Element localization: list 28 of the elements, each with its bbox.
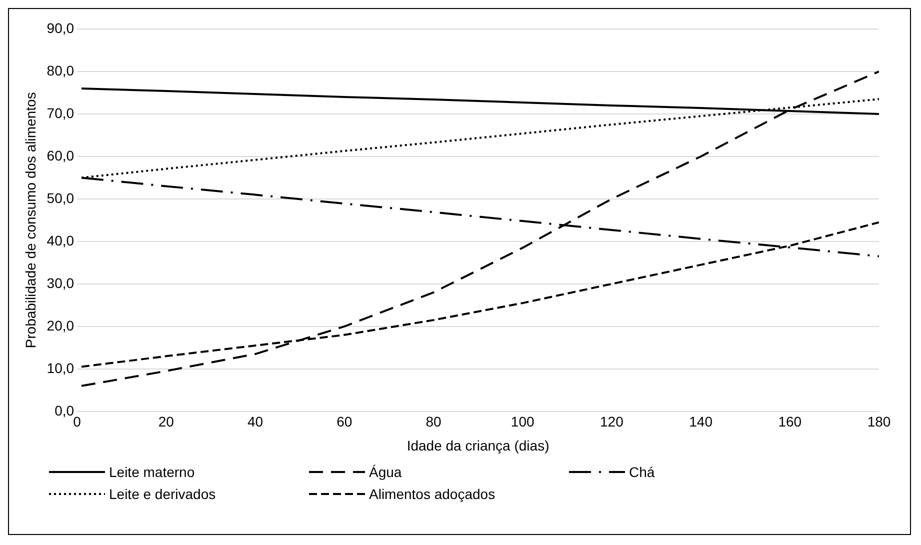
legend-label: Leite materno: [109, 464, 195, 480]
x-tick-label: 160: [778, 414, 802, 430]
y-tick-label: 10,0: [46, 360, 74, 376]
y-tick-label: 80,0: [46, 62, 74, 78]
x-tick-label: 140: [689, 414, 713, 430]
y-tick-label: 40,0: [46, 232, 74, 248]
x-tick-label: 60: [336, 414, 352, 430]
y-tick-label: 90,0: [46, 20, 74, 36]
legend-label: Alimentos adoçados: [369, 486, 496, 502]
legend-label: Leite e derivados: [109, 486, 216, 502]
y-tick-label: 30,0: [46, 274, 74, 291]
x-tick-label: 80: [426, 414, 442, 430]
x-tick-label: 20: [158, 414, 174, 430]
legend-label: Água: [369, 464, 402, 480]
y-tick-label: 60,0: [46, 147, 74, 164]
x-tick-label: 0: [73, 414, 82, 430]
y-axis-title: Probabilidade de consumo dos alimentos: [22, 92, 38, 348]
x-axis-title: Idade da criança (dias): [406, 437, 550, 454]
x-tick-label: 100: [510, 414, 534, 430]
y-tick-label: 50,0: [46, 190, 74, 206]
y-tick-label: 20,0: [46, 317, 74, 334]
line-series: [80, 70, 879, 387]
x-tick-label: 180: [867, 414, 891, 430]
x-tick-label: 120: [600, 414, 624, 430]
y-tick-label: 0,0: [54, 402, 74, 418]
legend-label: Chá: [629, 464, 655, 480]
x-tick-label: 40: [247, 414, 264, 430]
y-tick-label: 70,0: [46, 104, 74, 121]
